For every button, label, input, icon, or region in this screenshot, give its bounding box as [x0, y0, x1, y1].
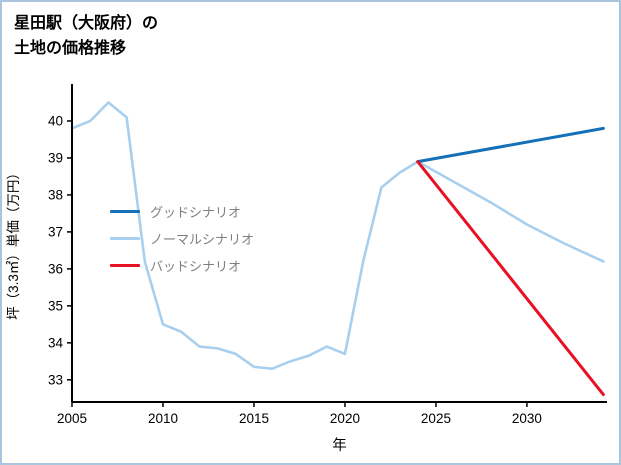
bad-scenario-line-swatch — [110, 264, 140, 267]
svg-text:33: 33 — [48, 372, 63, 387]
svg-text:2010: 2010 — [148, 411, 178, 426]
chart-title-line1: 星田駅（大阪府）の — [14, 15, 159, 32]
svg-text:坪（3.3㎡）単価（万円）: 坪（3.3㎡）単価（万円） — [6, 166, 21, 320]
svg-text:35: 35 — [48, 298, 63, 313]
chart-legend: グッドシナリオ ノーマルシナリオ バッドシナリオ — [110, 204, 255, 274]
legend-item-good-scenario: グッドシナリオ — [110, 204, 254, 220]
legend-item-bad-scenario: バッドシナリオ — [110, 258, 254, 274]
legend-label: グッドシナリオ — [150, 205, 242, 220]
svg-text:39: 39 — [48, 150, 63, 165]
svg-text:2020: 2020 — [330, 411, 360, 426]
svg-text:2025: 2025 — [421, 411, 451, 426]
chart-title-line2: 土地の価格推移 — [14, 39, 127, 57]
svg-text:37: 37 — [48, 224, 63, 239]
svg-text:2005: 2005 — [57, 411, 87, 426]
svg-text:34: 34 — [48, 335, 64, 350]
svg-text:38: 38 — [48, 187, 63, 202]
legend-label: ノーマルシナリオ — [150, 232, 255, 247]
svg-text:年: 年 — [332, 437, 347, 454]
chart-title: 星田駅（大阪府）の 土地の価格推移 — [14, 12, 158, 62]
price-trend-chart: 2005 2010 2015 2020 2025 2030 33 34 35 36 37 38 39 40… — [6, 84, 607, 454]
normal-scenario-line-swatch — [110, 237, 140, 240]
svg-text:2030: 2030 — [512, 411, 542, 426]
legend-label: バッドシナリオ — [150, 259, 242, 274]
good-scenario-line-swatch — [110, 210, 140, 213]
legend-item-normal-scenario: ノーマルシナリオ — [110, 231, 255, 247]
svg-text:40: 40 — [48, 113, 63, 128]
svg-text:2015: 2015 — [239, 411, 269, 426]
svg-text:36: 36 — [48, 261, 63, 276]
